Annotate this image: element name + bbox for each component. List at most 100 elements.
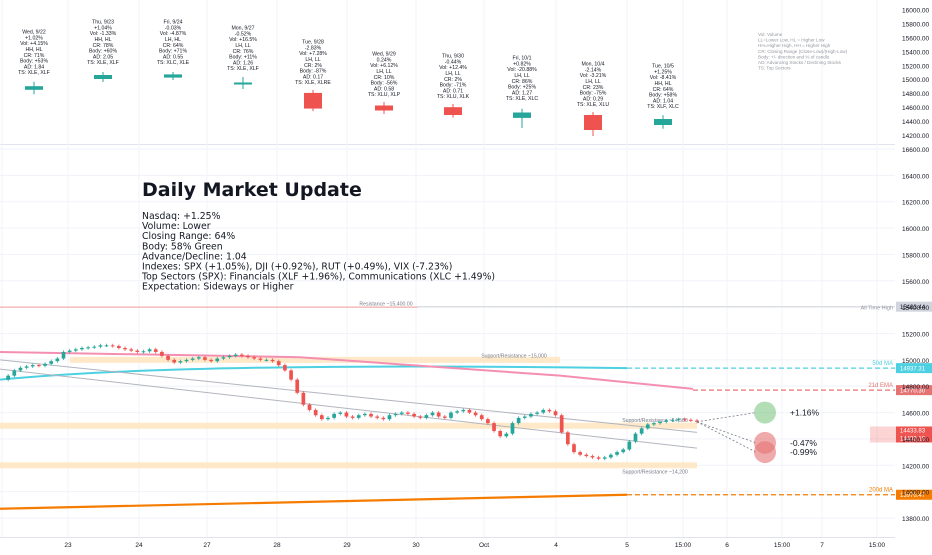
axis-tick: 14600.00	[902, 411, 929, 418]
day-card-line: Vol: -1.33%	[90, 31, 117, 37]
price-candle	[92, 346, 97, 348]
price-candle	[332, 413, 336, 418]
price-candle	[227, 355, 232, 358]
price-candle	[215, 358, 220, 362]
price-candle	[172, 359, 177, 363]
price-candle	[80, 347, 84, 350]
projection-line	[696, 412, 757, 423]
day-card-candle	[584, 115, 602, 130]
price-candle	[110, 345, 115, 347]
legend-line: LL=Lower Low, HL = Higher Low	[758, 38, 825, 43]
price-candle	[37, 365, 41, 367]
day-card-line: Body: -75%	[580, 91, 607, 97]
day-card-line: CR: 86%	[512, 79, 533, 85]
price-candle	[578, 452, 582, 455]
price-candle	[363, 413, 367, 416]
day-card-line: TS: XLF, XLC	[647, 104, 679, 110]
sr-label-14200: Support/Resistance ~14,200	[622, 469, 688, 475]
price-candle	[147, 349, 152, 352]
day-card-line: CR: 2%	[444, 77, 462, 83]
price-candle	[67, 350, 72, 352]
price-candle	[645, 424, 650, 429]
price-candle	[393, 413, 398, 416]
last-price-value: 14433.83	[900, 428, 926, 434]
price-candle	[492, 423, 496, 432]
price-series: +1.16% -0.47%-0.99% 14433.83 14433.16	[6, 343, 932, 464]
price-candle	[572, 444, 576, 453]
price-candle	[24, 366, 29, 368]
day-card-line: Body: -71%	[440, 83, 467, 89]
price-candle	[590, 456, 595, 458]
price-candle	[535, 412, 539, 414]
price-candle	[658, 421, 662, 424]
projection-circle	[754, 401, 776, 424]
price-candle	[98, 345, 103, 347]
day-card-line: AD: 2.05	[93, 54, 113, 60]
price-candle	[375, 416, 380, 418]
day-card-line: Vol: +16.5%	[229, 37, 257, 43]
price-candle	[178, 361, 183, 363]
day-card-line: CR: 64%	[653, 87, 674, 93]
price-candle	[510, 423, 515, 434]
price-candle	[43, 363, 47, 366]
day-card-candle	[654, 119, 672, 125]
day-card-line: AD: 0.55	[163, 54, 183, 60]
top-axis-tick: 15400.00	[902, 49, 929, 56]
ma50-label: 50d MA	[872, 361, 893, 367]
axis-tick: 14000.00	[902, 490, 929, 497]
summary-line: Nasdaq: +1.25%	[142, 211, 221, 222]
day-card-candle	[164, 74, 182, 78]
day-card-candle	[304, 92, 322, 109]
x-tick-label: 28	[273, 542, 281, 549]
day-card-line: AD: 1.84	[24, 64, 44, 70]
price-candle	[670, 419, 675, 421]
price-candle	[6, 375, 10, 380]
day-card-line: Wed, 9/22	[22, 30, 46, 36]
day-card-line: Thu, 9/23	[92, 20, 114, 26]
summary-line: Top Sectors (SPX): Financials (XLF +1.96…	[141, 272, 495, 283]
x-tick-label: 30	[412, 542, 420, 549]
legend-line: TS: Top Sectors	[758, 66, 791, 71]
day-card-line: AD: 0.58	[374, 86, 394, 92]
price-candle	[412, 413, 416, 417]
legend-line: CR: Closing Range (Close-Low)/(High-Low)	[758, 49, 848, 54]
day-card-line: CR: 23%	[583, 85, 604, 91]
last-price-bg	[870, 426, 896, 443]
trend-line	[0, 359, 698, 433]
price-candle	[565, 432, 570, 445]
day-card-line: LH, LL	[235, 43, 250, 49]
day-card-line: TS: XLC, XLE	[157, 60, 190, 66]
price-candle	[633, 433, 638, 442]
price-candle	[190, 358, 195, 360]
price-candle	[264, 359, 269, 361]
day-card-line: +1.04%	[94, 25, 112, 31]
day-card-line: +0.82%	[513, 61, 531, 67]
x-tick-label: 15:00	[675, 542, 692, 549]
x-tick-label: 23	[64, 542, 72, 549]
price-candle	[516, 417, 521, 424]
price-candle	[295, 379, 300, 393]
day-card-line: Vol: -4.87%	[160, 31, 187, 37]
day-card-line: -0.44%	[445, 59, 462, 65]
top-axis-tick: 16000.00	[902, 8, 929, 15]
price-candle	[399, 412, 404, 414]
price-candle	[522, 416, 527, 418]
ema21-line	[0, 350, 694, 390]
day-card-line: AD: 0.29	[583, 96, 603, 102]
price-candle	[252, 357, 257, 359]
price-candle	[270, 359, 275, 362]
price-candle	[473, 412, 478, 416]
top-axis-tick: 14800.00	[902, 91, 929, 98]
price-candle	[307, 404, 312, 410]
day-card-line: Tue, 9/28	[302, 40, 324, 46]
day-card-candle	[25, 86, 43, 90]
day-card-line: Mon, 9/27	[231, 26, 254, 32]
price-candle	[430, 412, 435, 416]
price-candle	[436, 412, 441, 417]
x-tick-label: 6	[725, 542, 729, 549]
legend-line: AD: Advancing Stocks / Declining Stocks	[758, 60, 842, 65]
price-candle	[326, 417, 330, 420]
